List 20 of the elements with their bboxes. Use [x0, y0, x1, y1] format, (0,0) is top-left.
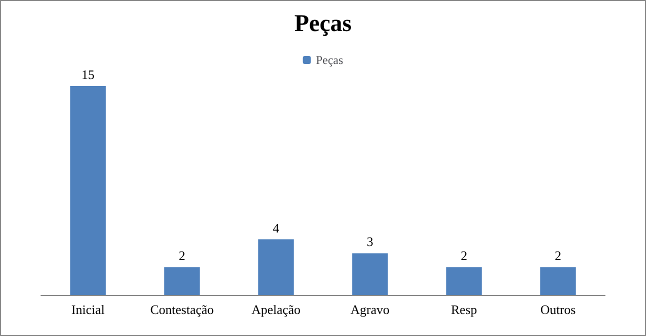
x-tick-label: Apelação: [251, 302, 301, 317]
x-tick-label: Outros: [540, 302, 576, 317]
bar: [164, 267, 200, 295]
data-label: 2: [460, 248, 468, 264]
x-tick-label: Contestação: [150, 302, 214, 317]
data-label: 2: [554, 248, 562, 264]
bar: [352, 253, 388, 295]
data-label: 4: [272, 220, 280, 236]
data-label: 3: [366, 234, 374, 250]
bar: [258, 239, 294, 295]
bar: [540, 267, 576, 295]
bar: [70, 86, 106, 295]
bar: [446, 267, 482, 295]
legend-label: Peças: [316, 53, 344, 67]
x-tick-label: Agravo: [350, 302, 390, 317]
data-label: 2: [178, 248, 186, 264]
chart-title: Peças: [294, 11, 352, 37]
x-tick-label: Resp: [451, 302, 477, 317]
data-label: 15: [82, 67, 94, 82]
x-tick-label: Inicial: [71, 302, 105, 317]
